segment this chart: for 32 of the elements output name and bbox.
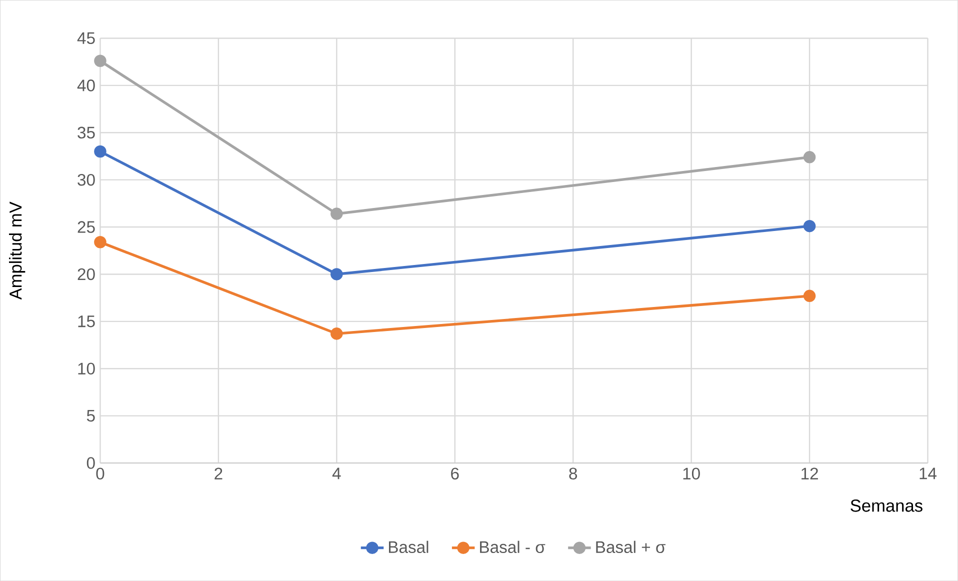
x-tick-label: 6 (451, 468, 459, 480)
point (330, 268, 343, 280)
x-tick-label: 8 (569, 468, 578, 480)
y-tick-label: 10 (78, 362, 95, 374)
point (330, 327, 343, 340)
y-tick-label: 40 (77, 79, 95, 92)
point (94, 236, 106, 248)
legend-label: Basal (388, 540, 428, 553)
y-tick-label: 30 (78, 174, 95, 186)
y-axis-title: Amplitud mV (9, 202, 26, 300)
point (803, 220, 816, 232)
y-tick-label: 5 (86, 410, 95, 422)
y-tick-label: 25 (78, 221, 95, 233)
point (803, 290, 816, 302)
x-tick-label: 12 (802, 468, 818, 480)
x-axis-title: Semanas (850, 499, 922, 512)
y-tick-label: 35 (78, 126, 95, 138)
y-tick-label: 20 (78, 268, 95, 280)
point (330, 208, 343, 220)
point (94, 145, 106, 158)
y-tick-label: 15 (78, 316, 95, 328)
x-tick-label: 2 (214, 468, 222, 480)
legend-label: Basal - σ (480, 540, 546, 553)
x-tick-label: 0 (96, 468, 104, 480)
point (803, 150, 816, 164)
x-tick-label: 4 (332, 468, 341, 480)
x-tick-label: 14 (920, 468, 937, 480)
x-tick-label: 10 (683, 468, 700, 480)
y-tick-label: 0 (86, 457, 95, 469)
legend-label: Basal + σ (596, 540, 666, 553)
y-tick-label: 45 (77, 32, 95, 44)
point (94, 54, 106, 67)
